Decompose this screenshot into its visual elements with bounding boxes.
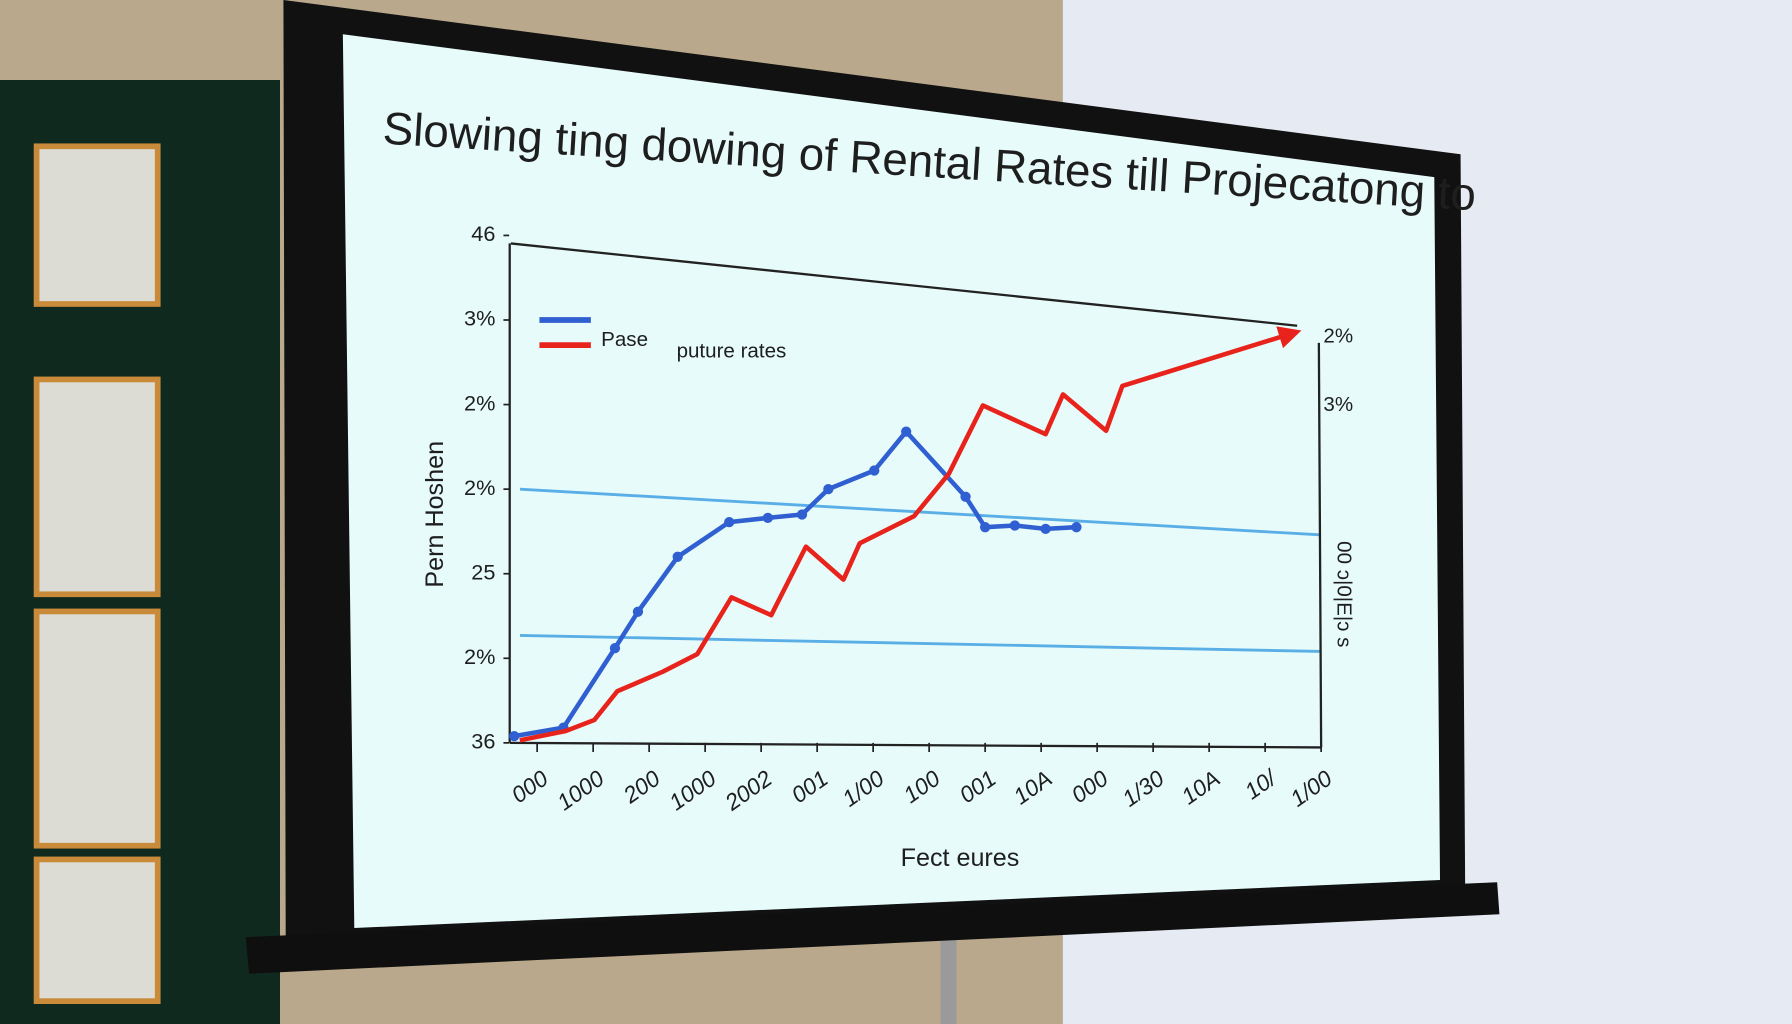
legend-label: Pase [601, 328, 648, 351]
window-pane [33, 376, 161, 598]
y-tick-label: 36 [471, 729, 495, 754]
series-point [632, 606, 644, 617]
y-tick-label: 2% [464, 390, 495, 415]
series-point [1009, 520, 1020, 531]
series-point [724, 516, 735, 528]
series-point [762, 512, 774, 524]
y-tick-label: 2% [464, 475, 495, 500]
series-point [1071, 522, 1082, 533]
y-axis-label: Pern Hoshen [421, 441, 449, 588]
series-point [1040, 523, 1051, 535]
y-tick-label: 2% [464, 644, 495, 669]
y2-axis [1317, 342, 1323, 748]
x-axis-label: Fect eures [901, 844, 1020, 872]
series-point [980, 522, 991, 533]
series-point [796, 509, 808, 520]
screen-roller [245, 882, 1500, 974]
series-point [869, 465, 880, 476]
y2-tick-label: 2% [1323, 325, 1353, 348]
screen-surface [342, 34, 1440, 929]
y2-axis-label: 00 ɔ|0|E|ɔ s [1332, 541, 1355, 647]
frame-line [510, 242, 1298, 327]
y2-tick-label: 3% [1323, 393, 1353, 416]
series-point [672, 551, 683, 562]
reference-line [519, 634, 1321, 653]
series-point [901, 426, 912, 437]
y-tick-label: 25 [471, 559, 495, 584]
series-line [519, 326, 1302, 743]
y-tick-label: 46 [471, 221, 495, 246]
series-point [823, 484, 834, 495]
window-pane [33, 856, 161, 1004]
series-line [513, 429, 1077, 739]
series-point [960, 491, 971, 502]
window-pane [33, 143, 161, 307]
y-tick-label: 3% [464, 306, 495, 331]
window-pane [33, 608, 161, 849]
stand-pole [940, 937, 957, 1024]
x-axis [509, 741, 1322, 749]
legend-label: puture rates [677, 339, 787, 362]
series-point [609, 642, 621, 654]
series-point [509, 730, 520, 742]
